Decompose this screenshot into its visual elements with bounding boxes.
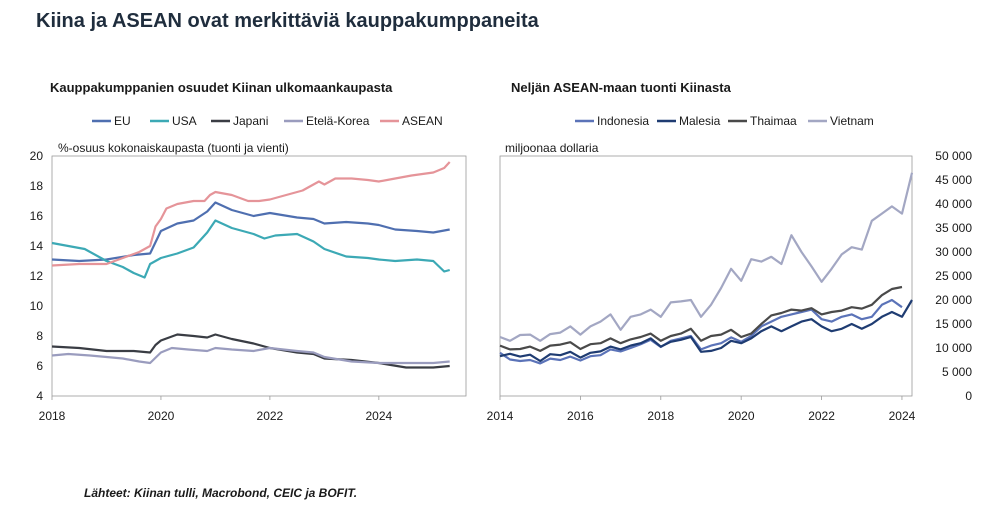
right-xtick-label: 2014 bbox=[487, 409, 514, 423]
right-series-thaimaa bbox=[499, 285, 903, 352]
right-legend-label-malesia: Malesia bbox=[679, 114, 721, 128]
left-ytick-label: 6 bbox=[36, 359, 43, 373]
right-xtick-label: 2024 bbox=[889, 409, 916, 423]
left-chart-title: Kauppakumppanien osuudet Kiinan ulkomaan… bbox=[50, 80, 393, 95]
right-ytick-label: 45 000 bbox=[935, 173, 972, 187]
left-ytick-label: 14 bbox=[30, 239, 44, 253]
left-series-usa bbox=[51, 219, 450, 279]
right-legend-label-indonesia: Indonesia bbox=[597, 114, 649, 128]
source-note: Lähteet: Kiinan tulli, Macrobond, CEIC j… bbox=[84, 486, 358, 500]
right-ytick-label: 25 000 bbox=[935, 269, 972, 283]
right-ytick-label: 50 000 bbox=[935, 149, 972, 163]
left-ytick-label: 4 bbox=[36, 389, 43, 403]
left-xtick-label: 2024 bbox=[365, 409, 392, 423]
left-xtick-label: 2018 bbox=[39, 409, 66, 423]
right-ytick-label: 35 000 bbox=[935, 221, 972, 235]
right-xtick-label: 2018 bbox=[647, 409, 674, 423]
right-chart: miljoonaa dollaria 50 000 45 000 40 000 35 0… bbox=[487, 114, 973, 423]
right-ytick-label: 15 000 bbox=[935, 317, 972, 331]
left-ytick-label: 18 bbox=[30, 179, 44, 193]
right-ytick-label: 5 000 bbox=[942, 365, 972, 379]
right-plot-frame bbox=[499, 155, 913, 397]
right-xtick-label: 2016 bbox=[567, 409, 594, 423]
left-chart: %-osuus kokonaiskaupasta (tuonti ja vien… bbox=[30, 114, 467, 423]
right-legend-label-thaimaa: Thaimaa bbox=[750, 114, 797, 128]
right-xtick-label: 2022 bbox=[808, 409, 835, 423]
right-series-indonesia bbox=[499, 298, 903, 365]
left-legend-label-japani: Japani bbox=[233, 114, 268, 128]
right-legend-label-vietnam: Vietnam bbox=[830, 114, 874, 128]
left-legend-label-usa: USA bbox=[172, 114, 197, 128]
right-ylabel: miljoonaa dollaria bbox=[505, 141, 599, 155]
left-ytick-label: 12 bbox=[30, 269, 44, 283]
left-ytick-label: 20 bbox=[30, 149, 44, 163]
right-ytick-label: 40 000 bbox=[935, 197, 972, 211]
left-ytick-label: 10 bbox=[30, 299, 44, 313]
right-ytick-label: 10 000 bbox=[935, 341, 972, 355]
left-series-eu bbox=[51, 201, 450, 263]
right-ytick-label: 30 000 bbox=[935, 245, 972, 259]
left-ytick-label: 16 bbox=[30, 209, 44, 223]
left-legend-label-etela-korea: Etelä-Korea bbox=[306, 114, 370, 128]
left-series-etela-korea bbox=[51, 346, 450, 365]
right-ytick-label: 20 000 bbox=[935, 293, 972, 307]
right-chart-title: Neljän ASEAN-maan tuonti Kiinasta bbox=[511, 80, 731, 95]
left-series-asean bbox=[51, 161, 451, 267]
right-ytick-label: 0 bbox=[965, 389, 972, 403]
left-ytick-label: 8 bbox=[36, 329, 43, 343]
left-ylabel: %-osuus kokonaiskaupasta (tuonti ja vien… bbox=[58, 141, 289, 155]
left-legend-label-asean: ASEAN bbox=[402, 114, 443, 128]
right-series-vietnam bbox=[499, 172, 914, 342]
left-xtick-label: 2022 bbox=[257, 409, 284, 423]
page-title: Kiina ja ASEAN ovat merkittäviä kauppaku… bbox=[36, 10, 539, 32]
left-legend-label-eu: EU bbox=[114, 114, 131, 128]
right-series-malesia bbox=[499, 299, 913, 363]
left-plot-frame bbox=[51, 155, 467, 397]
right-xtick-label: 2020 bbox=[728, 409, 755, 423]
left-xtick-label: 2020 bbox=[148, 409, 175, 423]
